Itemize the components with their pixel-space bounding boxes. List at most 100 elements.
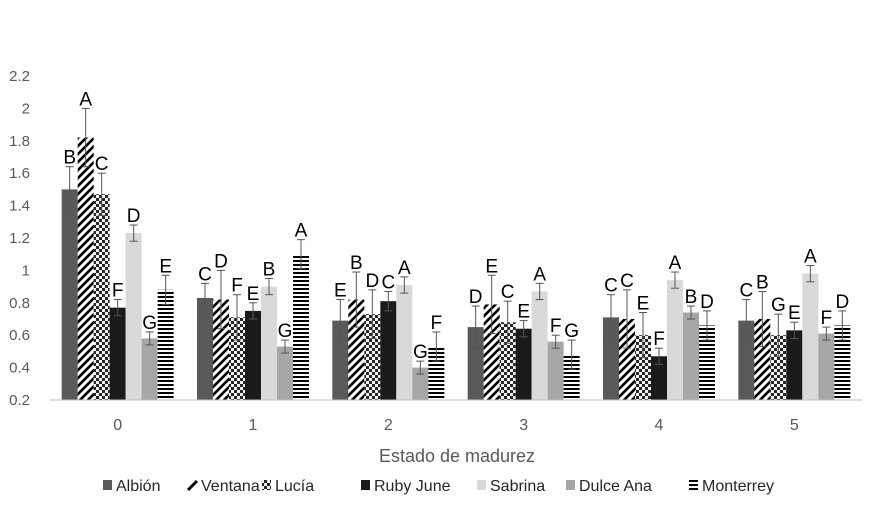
significance-letter: F bbox=[653, 329, 665, 350]
legend-swatch-albión bbox=[103, 480, 112, 490]
legend-label-dulce-ana: Dulce Ana bbox=[579, 478, 652, 495]
significance-letter: D bbox=[365, 271, 379, 292]
legend-swatch-lucía bbox=[262, 480, 271, 490]
significance-letter: G bbox=[413, 342, 428, 363]
significance-letter: B bbox=[63, 148, 76, 169]
bar-lucía-0 bbox=[93, 194, 110, 400]
bar-lucía-1 bbox=[229, 317, 245, 400]
significance-letter: E bbox=[159, 256, 172, 277]
bar-sabrina-2 bbox=[396, 284, 413, 400]
bar-monterrey-5 bbox=[834, 325, 851, 400]
y-tick-label: 1 bbox=[22, 262, 30, 279]
x-axis-title: Estado de madurez bbox=[379, 446, 535, 466]
bar-lucía-5 bbox=[770, 335, 787, 400]
x-tick-label: 4 bbox=[655, 417, 664, 434]
significance-letter: A bbox=[79, 89, 92, 110]
legend-swatch-monterrey bbox=[689, 480, 698, 490]
bar-dulce-ana-4 bbox=[683, 312, 699, 400]
y-tick-label: 1.8 bbox=[9, 133, 30, 150]
bar-albión-4 bbox=[603, 317, 619, 400]
bar-ruby-june-3 bbox=[515, 328, 532, 400]
significance-letter: E bbox=[517, 302, 530, 323]
y-tick-label: 0.2 bbox=[9, 392, 30, 409]
significance-letter: F bbox=[550, 316, 562, 337]
y-tick-label: 1.4 bbox=[9, 198, 30, 215]
bar-albión-5 bbox=[738, 320, 755, 400]
bar-ventana-5 bbox=[754, 319, 771, 400]
bar-ruby-june-4 bbox=[651, 356, 667, 400]
bar-dulce-ana-2 bbox=[412, 367, 429, 400]
significance-letter: B bbox=[685, 287, 698, 308]
bar-ruby-june-1 bbox=[245, 310, 261, 400]
bar-ruby-june-2 bbox=[380, 301, 397, 400]
y-tick-label: 0.8 bbox=[9, 295, 30, 312]
significance-letter: B bbox=[756, 272, 769, 293]
bar-lucía-3 bbox=[499, 322, 516, 400]
significance-letter: E bbox=[485, 256, 498, 277]
legend-swatch-dulce-ana bbox=[566, 480, 575, 490]
bar-dulce-ana-1 bbox=[277, 346, 293, 400]
bar-monterrey-1 bbox=[293, 254, 309, 400]
bar-albión-2 bbox=[332, 320, 349, 400]
y-tick-label: 1.2 bbox=[9, 230, 30, 247]
bar-dulce-ana-5 bbox=[818, 333, 835, 400]
y-tick-label: 2 bbox=[22, 100, 30, 117]
significance-letter: B bbox=[263, 260, 276, 281]
bar-ventana-2 bbox=[348, 299, 365, 400]
legend-swatch-ventana bbox=[186, 479, 199, 492]
significance-letter: A bbox=[533, 264, 546, 285]
significance-letter: E bbox=[334, 281, 347, 302]
bar-sabrina-4 bbox=[667, 280, 683, 400]
legend-label-monterrey: Monterrey bbox=[702, 478, 774, 495]
significance-letter: F bbox=[112, 281, 124, 302]
significance-letter: C bbox=[95, 154, 109, 175]
significance-letter: F bbox=[231, 276, 243, 297]
significance-letter: G bbox=[771, 295, 786, 316]
bar-monterrey-0 bbox=[157, 289, 174, 400]
significance-letter: C bbox=[381, 272, 395, 293]
x-axis: 0 1 2 3 4 5 bbox=[50, 399, 862, 434]
x-tick-label: 3 bbox=[519, 417, 528, 434]
bar-albión-1 bbox=[197, 297, 213, 400]
bar-ruby-june-0 bbox=[109, 307, 126, 400]
significance-letter: D bbox=[214, 251, 228, 272]
x-tick-label: 0 bbox=[113, 417, 122, 434]
bar-ventana-0 bbox=[77, 137, 94, 400]
significance-letter: A bbox=[804, 247, 817, 268]
significance-letter: A bbox=[669, 253, 682, 274]
bar-monterrey-3 bbox=[563, 354, 580, 400]
legend-label-ventana: Ventana bbox=[201, 478, 260, 495]
bar-sabrina-5 bbox=[802, 273, 819, 400]
significance-letter: E bbox=[637, 294, 650, 315]
significance-letter: C bbox=[198, 264, 212, 285]
significance-letter: F bbox=[821, 308, 833, 329]
legend-label-lucía: Lucía bbox=[275, 478, 314, 495]
x-tick-label: 1 bbox=[249, 417, 258, 434]
significance-letter: D bbox=[469, 287, 483, 308]
legend-label-albión: Albión bbox=[116, 478, 160, 495]
bar-dulce-ana-3 bbox=[547, 341, 564, 400]
significance-letter: C bbox=[604, 276, 618, 297]
legend-swatch-ruby-june bbox=[361, 480, 370, 490]
bar-monterrey-4 bbox=[699, 325, 715, 400]
bar-ruby-june-5 bbox=[786, 330, 803, 400]
significance-letter: C bbox=[739, 281, 753, 302]
significance-letter: A bbox=[398, 258, 411, 279]
bar-sabrina-3 bbox=[531, 291, 548, 400]
significance-letter: D bbox=[700, 292, 714, 313]
significance-letter: D bbox=[835, 292, 849, 313]
bar-albión-3 bbox=[467, 327, 484, 400]
legend-label-sabrina: Sabrina bbox=[490, 478, 545, 495]
bar-ventana-3 bbox=[483, 304, 500, 400]
bar-sabrina-0 bbox=[125, 233, 142, 400]
y-axis: 0.2 0.4 0.6 0.8 1 1.2 1.4 1.6 1.8 2 2.2 bbox=[9, 68, 30, 409]
significance-letter: D bbox=[127, 206, 141, 227]
bar-ventana-1 bbox=[213, 299, 229, 400]
significance-letter: C bbox=[620, 271, 634, 292]
significance-letter: E bbox=[247, 284, 260, 305]
bar-sabrina-1 bbox=[261, 286, 277, 400]
bar-ventana-4 bbox=[619, 319, 635, 400]
significance-letter: G bbox=[278, 321, 293, 342]
